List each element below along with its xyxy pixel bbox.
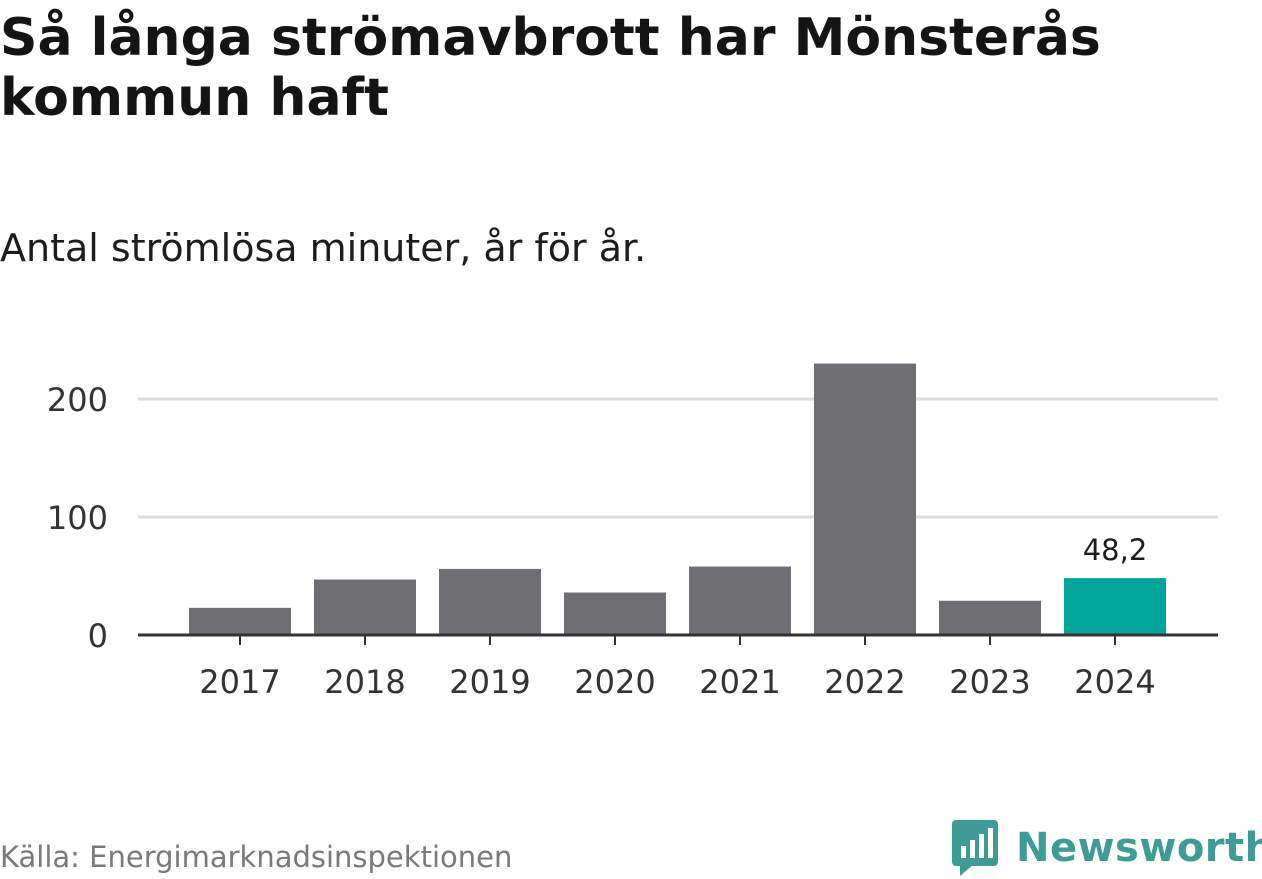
x-tick-label: 2021 (699, 663, 780, 701)
newsworthy-logo-icon (952, 820, 998, 876)
x-tick-label: 2019 (449, 663, 530, 701)
bar-2021 (689, 566, 791, 635)
data-label: 48,2 (1083, 533, 1148, 567)
x-tick-label: 2018 (324, 663, 405, 701)
x-tick-label: 2022 (824, 663, 905, 701)
bar-2018 (314, 579, 416, 635)
bar-2020 (564, 592, 666, 635)
bar-2019 (439, 568, 541, 635)
grid-lines (138, 397, 1218, 519)
source-note: Källa: Energimarknadsinspektionen (0, 840, 513, 874)
y-tick-label: 0 (88, 617, 108, 655)
chart-subtitle: Antal strömlösa minuter, år för år. (0, 226, 647, 270)
x-tick-label: 2023 (949, 663, 1030, 701)
x-tick-label: 2024 (1074, 663, 1155, 701)
bar-2023 (939, 600, 1041, 635)
brand-name: Newsworthy (1016, 825, 1262, 871)
bar-2022 (814, 363, 916, 635)
bar-2017 (189, 607, 291, 635)
x-tick-label: 2017 (199, 663, 280, 701)
y-tick-label: 100 (47, 499, 108, 537)
x-tick-label: 2020 (574, 663, 655, 701)
chart-title: Så långa strömavbrott har Mönsterås komm… (0, 8, 1101, 128)
bar-2024 (1064, 578, 1166, 635)
y-tick-label: 200 (47, 381, 108, 419)
axes: 0 100 200 2017 2018 2019 2020 2021 2022 2023 2024 (47, 381, 1218, 701)
brand: Newsworthy (950, 818, 1262, 878)
bar-chart: 48,2 0 100 200 2017 2018 2019 2020 2021 2022 2023… (47, 363, 1218, 701)
bars: 48,2 (189, 363, 1166, 635)
